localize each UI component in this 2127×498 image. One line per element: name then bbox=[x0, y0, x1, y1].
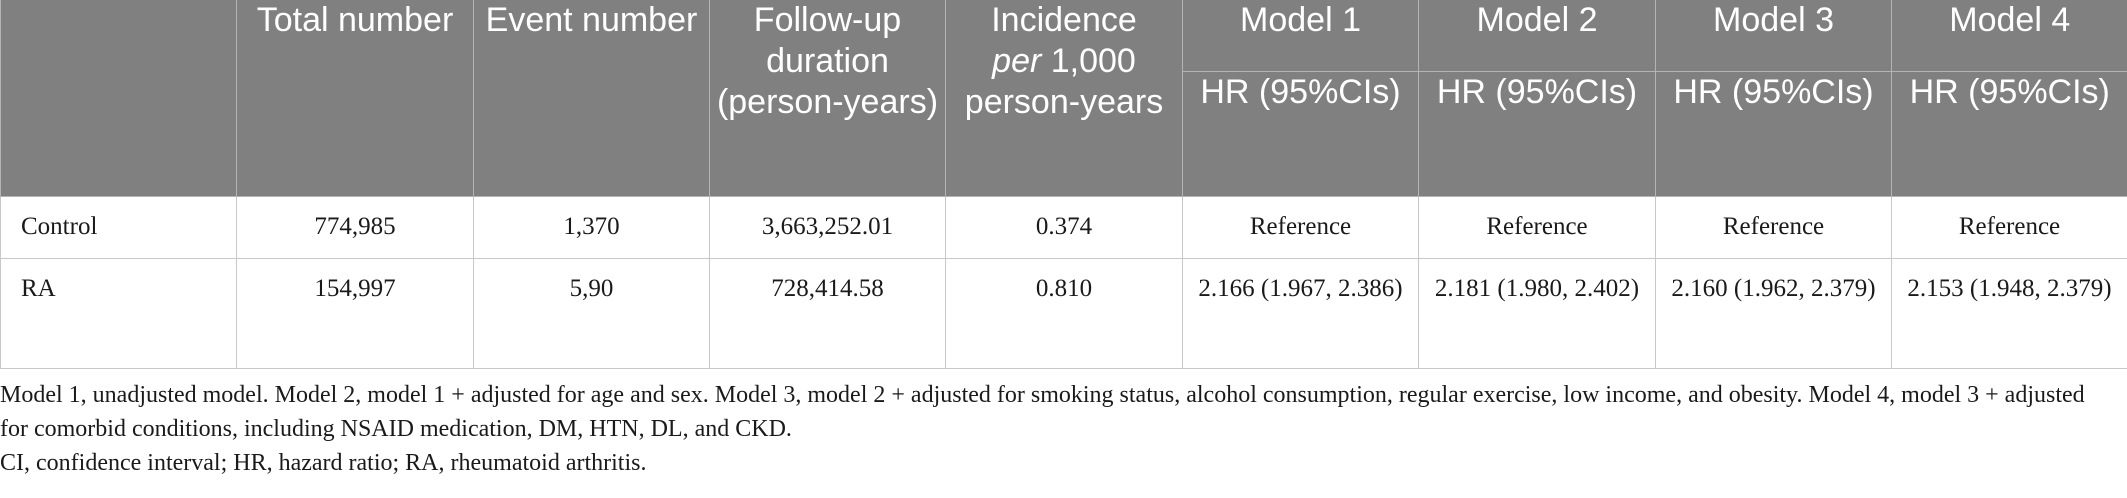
header-hr-model-4: HR (95%CIs) bbox=[1891, 71, 2127, 197]
cell-follow-up: 3,663,252.01 bbox=[709, 196, 946, 259]
footnote-models: Model 1, unadjusted model. Model 2, mode… bbox=[0, 382, 2085, 442]
cell-event-number: 5,90 bbox=[473, 258, 710, 369]
table-row-ra: RA 154,997 5,90 728,414.58 0.810 2.166 (… bbox=[0, 258, 2127, 369]
cell-model-3: 2.160 (1.962, 2.379) bbox=[1655, 258, 1892, 369]
header-event-number: Event number bbox=[473, 0, 710, 197]
header-follow-up-duration: Follow-up duration (person-years) bbox=[709, 0, 946, 197]
header-row-top: Total number Event number Follow-up dura… bbox=[0, 0, 2127, 197]
header-hr-model-3: HR (95%CIs) bbox=[1655, 71, 1892, 197]
header-incidence: Incidence per 1,000 person-years bbox=[945, 0, 1183, 197]
cell-incidence: 0.374 bbox=[945, 196, 1183, 259]
cell-group: Control bbox=[0, 196, 237, 259]
header-hr-model-1: HR (95%CIs) bbox=[1182, 71, 1419, 197]
cell-model-3: Reference bbox=[1655, 196, 1892, 259]
header-stub bbox=[0, 0, 237, 197]
header-hr-model-2: HR (95%CIs) bbox=[1418, 71, 1656, 197]
header-incidence-suffix: 1,000 person-years bbox=[964, 42, 1164, 121]
cell-model-4: Reference bbox=[1891, 196, 2127, 259]
cell-follow-up: 728,414.58 bbox=[709, 258, 946, 369]
header-model-4: Model 4 bbox=[1891, 0, 2127, 72]
table-row-control: Control 774,985 1,370 3,663,252.01 0.374… bbox=[0, 196, 2127, 259]
table-header: Total number Event number Follow-up dura… bbox=[0, 0, 2127, 197]
cell-model-2: 2.181 (1.980, 2.402) bbox=[1418, 258, 1656, 369]
header-row-sub: HR (95%CIs) HR (95%CIs) HR (95%CIs) HR (… bbox=[1, 71, 2127, 197]
footnote-abbreviations: CI, confidence interval; HR, hazard rati… bbox=[0, 450, 647, 476]
cell-total-number: 154,997 bbox=[236, 258, 474, 369]
table-body: Control 774,985 1,370 3,663,252.01 0.374… bbox=[0, 196, 2127, 369]
table-footnotes: Model 1, unadjusted model. Model 2, mode… bbox=[0, 378, 2110, 480]
header-incidence-prefix: Incidence bbox=[991, 1, 1137, 39]
cell-incidence: 0.810 bbox=[945, 258, 1183, 369]
cell-model-1: Reference bbox=[1182, 196, 1419, 259]
header-model-1: Model 1 bbox=[1182, 0, 1419, 72]
cell-model-4: 2.153 (1.948, 2.379) bbox=[1891, 258, 2127, 369]
header-incidence-italic: per bbox=[992, 42, 1042, 80]
header-model-2: Model 2 bbox=[1418, 0, 1656, 72]
header-total-number: Total number bbox=[236, 0, 474, 197]
header-model-3: Model 3 bbox=[1655, 0, 1892, 72]
cell-model-2: Reference bbox=[1418, 196, 1656, 259]
cell-total-number: 774,985 bbox=[236, 196, 474, 259]
cell-event-number: 1,370 bbox=[473, 196, 710, 259]
cell-model-1: 2.166 (1.967, 2.386) bbox=[1182, 258, 1419, 369]
results-table: Total number Event number Follow-up dura… bbox=[0, 0, 2127, 369]
cell-group: RA bbox=[0, 258, 237, 369]
